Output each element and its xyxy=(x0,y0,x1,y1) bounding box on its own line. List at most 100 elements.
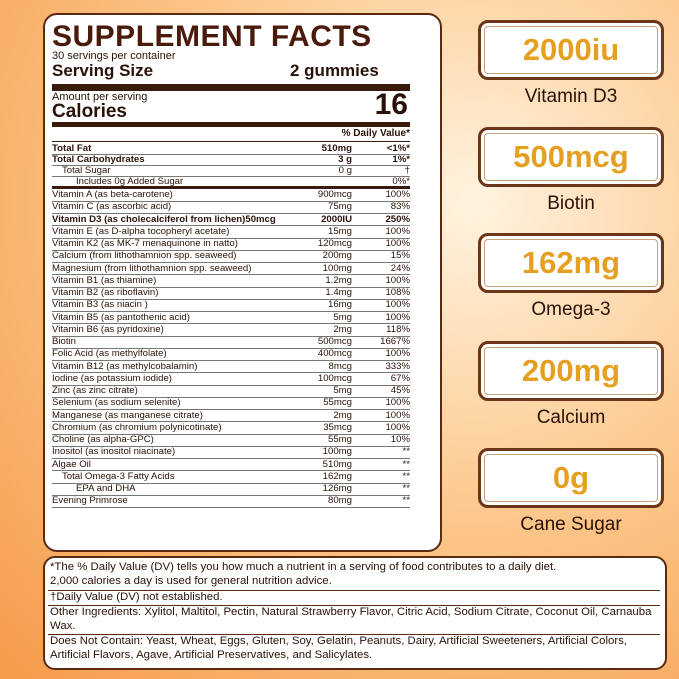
row-name: Vitamin E (as D-alpha tocopheryl acetate… xyxy=(52,225,230,237)
row-amount: 510mg xyxy=(321,143,352,154)
row-dv: 24% xyxy=(390,262,410,274)
divider xyxy=(52,262,410,263)
row-name: Calcium (from lithothamnion spp. seaweed… xyxy=(52,250,237,262)
row-dv: ** xyxy=(402,483,410,494)
facts-panel xyxy=(43,13,442,552)
row-name: Magnesium (from lithothamnion spp. seawe… xyxy=(52,262,252,274)
row-name: Total Carbohydrates xyxy=(52,154,145,165)
footer-panel xyxy=(43,556,667,670)
row-dv: 45% xyxy=(390,385,410,396)
divider xyxy=(52,153,410,155)
row-dv: 1667% xyxy=(380,336,410,347)
row-amount: 200mg xyxy=(322,250,352,262)
row-dv: ** xyxy=(402,495,410,507)
row-name: Folic Acid (as methylfolate) xyxy=(52,348,167,360)
badge-value: 200mg xyxy=(478,341,664,401)
row-amount: 2000IU xyxy=(321,213,352,225)
badge-value: 500mcg xyxy=(478,127,664,187)
badge-label: Omega-3 xyxy=(531,299,611,320)
row-amount: 1.4mg xyxy=(325,287,352,298)
row-name: Evening Primrose xyxy=(52,495,128,507)
badge-label: Vitamin D3 xyxy=(524,86,618,107)
row-amount: 15mg xyxy=(328,225,352,237)
row-name: Total Fat xyxy=(52,143,92,154)
divider xyxy=(52,494,410,496)
row-amount: 162mg xyxy=(322,470,352,482)
row-name: Vitamin D3 (as cholecalciferol from lich… xyxy=(52,213,276,225)
row-amount: 55mg xyxy=(328,434,352,445)
divider xyxy=(52,433,410,435)
other-ingredients: Other Ingredients: Xylitol, Maltitol, Pe… xyxy=(50,606,652,632)
row-name: Vitamin B1 (as thiamine) xyxy=(52,274,157,286)
row-name: Includes 0g Added Sugar xyxy=(76,176,184,187)
calories-label: Calories xyxy=(52,101,127,122)
row-dv: 67% xyxy=(390,372,410,384)
divider xyxy=(52,141,410,142)
row-name: Chromium (as chromium polynicotinate) xyxy=(52,421,222,433)
row-dv: † xyxy=(404,165,410,176)
divider xyxy=(52,458,410,459)
row-name: Iodine (as potassium iodide) xyxy=(52,372,172,384)
row-dv: 100% xyxy=(385,274,410,286)
row-dv: 108% xyxy=(385,287,410,298)
row-amount: 100mg xyxy=(322,262,352,274)
row-name: EPA and DHA xyxy=(76,483,136,494)
row-dv: <1%* xyxy=(386,143,410,154)
row-amount: 120mcg xyxy=(317,238,352,249)
row-amount: 2mg xyxy=(333,409,352,421)
row-dv: 100% xyxy=(385,348,410,360)
divider xyxy=(52,225,410,227)
calorie-note: 2,000 calories a day is used for general… xyxy=(50,575,332,587)
row-amount: 100mg xyxy=(322,446,352,458)
badge-label: Cane Sugar xyxy=(520,514,622,535)
row-dv: 100% xyxy=(385,421,410,433)
row-amount: 8mcg xyxy=(328,360,352,372)
row-dv: 100% xyxy=(385,225,410,237)
row-dv: 118% xyxy=(386,323,410,335)
divider xyxy=(52,347,410,349)
divider xyxy=(52,396,410,398)
row-name: Algae Oil xyxy=(52,458,91,470)
row-dv: 100% xyxy=(385,238,410,249)
divider xyxy=(52,237,410,239)
row-name: Biotin xyxy=(52,336,76,347)
row-amount: 126mg xyxy=(322,483,352,494)
dv-note: *The % Daily Value (DV) tells you how mu… xyxy=(50,561,557,573)
badge-value: 0g xyxy=(478,448,664,508)
servings: 30 servings per container xyxy=(52,50,176,62)
divider xyxy=(52,164,410,166)
row-dv: 1%* xyxy=(392,154,410,165)
divider xyxy=(52,286,410,288)
calories: 16 xyxy=(374,88,408,121)
row-amount: 16mg xyxy=(328,299,352,311)
row-name: Vitamin B2 (as riboflavin) xyxy=(52,287,159,298)
row-amount: 900mcg xyxy=(317,189,352,200)
divider xyxy=(52,384,410,386)
divider xyxy=(52,122,410,127)
row-amount: 5mg xyxy=(333,385,352,396)
divider xyxy=(52,186,410,189)
does-not-contain: Does Not Contain: Yeast, Wheat, Eggs, Gl… xyxy=(50,635,627,661)
row-amount: 35mcg xyxy=(323,421,352,433)
row-dv: 10% xyxy=(390,434,410,445)
divider xyxy=(52,274,410,276)
divider xyxy=(52,482,410,484)
badge-value: 2000iu xyxy=(478,20,664,80)
row-name: Vitamin B5 (as pantothenic acid) xyxy=(52,311,190,323)
serving-size-label: Serving Size xyxy=(52,61,154,80)
divider xyxy=(52,175,410,177)
separator xyxy=(48,634,660,635)
title: SUPPLEMENT FACTS xyxy=(52,20,372,53)
row-name: Inositol (as inositol niacinate) xyxy=(52,446,176,458)
row-name: Vitamin C (as ascorbic acid) xyxy=(52,201,172,213)
row-name: Total Omega-3 Fatty Acids xyxy=(62,470,175,482)
badge-label: Calcium xyxy=(536,407,606,428)
row-name: Vitamin B12 (as methylcobalamin) xyxy=(52,360,198,372)
divider xyxy=(52,507,410,508)
row-dv: 100% xyxy=(385,189,410,200)
divider xyxy=(52,421,410,423)
row-dv: 0%* xyxy=(392,176,410,187)
serving-size: 2 gummies xyxy=(290,61,379,80)
row-amount: 400mcg xyxy=(317,348,352,360)
row-dv: 83% xyxy=(390,201,410,213)
